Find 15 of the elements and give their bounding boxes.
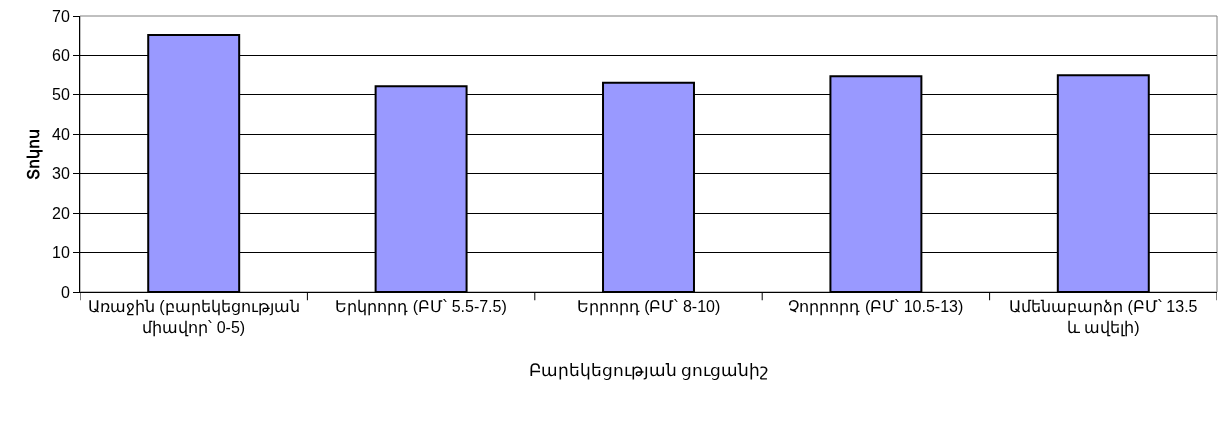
y-tick-label: 40 bbox=[52, 125, 70, 143]
y-tick-label: 0 bbox=[60, 283, 70, 301]
x-tick-label: Չորրորդ (ԲՄ՝ 10.5-13) bbox=[788, 298, 964, 317]
y-tick-label: 20 bbox=[52, 204, 70, 222]
x-tick-label: Երկրորդ (ԲՄ՝ 5.5-7.5) bbox=[335, 298, 507, 317]
x-tick-label: Առաջին (բարեկեցության միավոր՝ 0-5) bbox=[87, 298, 300, 337]
y-tick-label: 50 bbox=[52, 86, 70, 104]
y-axis-title: Տոկոս bbox=[24, 128, 43, 180]
x-axis-title: Բարեկեցության ցուցանիշ bbox=[528, 361, 769, 381]
y-tick-label: 60 bbox=[52, 47, 70, 65]
y-tick-label: 70 bbox=[52, 7, 70, 25]
x-tick-label: Երրորդ (ԲՄ՝ 8-10) bbox=[576, 298, 721, 317]
y-tick-label: 30 bbox=[52, 165, 70, 183]
y-tick-label: 10 bbox=[52, 244, 70, 262]
x-tick-label: Ամենաբարձր (ԲՄ՝ 13.5 և ավելի) bbox=[1009, 298, 1198, 337]
